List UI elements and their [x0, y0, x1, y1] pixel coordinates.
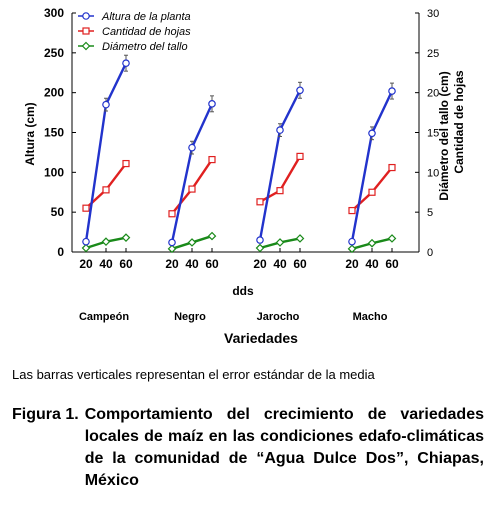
chart-legend: Altura de la planta Cantidad de hojas Diám… — [78, 11, 191, 53]
legend-label: Diámetro del tallo — [102, 41, 188, 53]
data-point — [276, 187, 284, 195]
y-left-tick-label: 50 — [51, 205, 65, 219]
data-point — [208, 100, 216, 108]
x-tick-label: 60 — [205, 257, 219, 271]
data-point — [82, 204, 90, 212]
x-tick-label: 40 — [365, 257, 379, 271]
series-line — [259, 155, 302, 203]
data-point — [388, 163, 396, 172]
figure-caption: Figura 1. Comportamiento del crecimiento… — [12, 404, 484, 492]
data-point — [368, 188, 376, 196]
group-axis-label: Variedades — [224, 330, 298, 346]
data-point — [368, 129, 376, 138]
legend-label: Cantidad de hojas — [102, 26, 191, 38]
y-axis-right-label-diameter: Diámetro del tallo (cm) — [437, 71, 451, 200]
data-point — [207, 231, 217, 241]
data-point — [81, 41, 91, 51]
panel-label: Campeón — [79, 311, 129, 323]
series-line — [170, 103, 214, 243]
x-tick-label: 40 — [185, 257, 199, 271]
chart-ticks: 0 50 100 150 200 250 300 0 5 10 15 20 25 30 20 40 60 Camp… — [44, 6, 439, 323]
data-point — [296, 86, 304, 95]
x-tick-label: 20 — [253, 257, 267, 271]
data-point — [295, 234, 305, 243]
y-left-tick-label: 250 — [44, 46, 64, 60]
y-left-tick-label: 150 — [44, 126, 64, 140]
figure-caption-text: Comportamiento del crecimiento de varied… — [84, 406, 484, 489]
data-point — [275, 238, 285, 247]
data-point — [102, 186, 110, 194]
x-axis-label: dds — [232, 284, 254, 298]
data-point — [122, 159, 130, 168]
data-point — [387, 234, 397, 243]
x-tick-label: 40 — [99, 257, 113, 271]
data-point — [256, 198, 264, 206]
data-point — [296, 152, 304, 160]
error-bar-note: Las barras verticales representan el err… — [12, 367, 375, 382]
data-point — [82, 27, 90, 35]
data-point — [276, 126, 284, 134]
data-point — [348, 237, 356, 246]
x-tick-label: 20 — [345, 257, 359, 271]
data-point — [168, 238, 176, 247]
y-right-tick-label: 5 — [427, 207, 433, 219]
data-point — [167, 244, 177, 254]
x-tick-label: 60 — [293, 257, 307, 271]
data-point — [121, 233, 131, 243]
panel-label: Negro — [174, 311, 206, 323]
y-right-tick-label: 0 — [427, 247, 433, 259]
data-point — [102, 100, 110, 109]
data-point — [208, 155, 216, 164]
y-axis-right-label-leaves: Cantidad de hojas — [452, 70, 466, 174]
y-right-tick-label: 15 — [427, 128, 439, 140]
y-right-tick-label: 10 — [427, 167, 439, 179]
data-point — [187, 238, 197, 247]
y-right-tick-label: 20 — [427, 88, 439, 100]
panel-label: Jarocho — [257, 311, 300, 323]
data-point — [82, 12, 90, 20]
data-point — [101, 237, 111, 246]
panel-label: Macho — [353, 311, 388, 323]
data-point — [347, 244, 357, 254]
legend-label: Altura de la planta — [101, 11, 191, 23]
x-tick-label: 60 — [385, 257, 399, 271]
data-point — [168, 210, 176, 218]
y-left-tick-label: 200 — [44, 86, 64, 100]
series-line — [84, 62, 128, 242]
chart-series — [81, 54, 397, 254]
x-tick-label: 20 — [79, 257, 93, 271]
data-point — [348, 206, 356, 215]
data-point — [122, 59, 130, 67]
x-tick-label: 20 — [165, 257, 179, 271]
data-point — [255, 243, 265, 253]
data-point — [188, 143, 196, 152]
data-point — [388, 87, 396, 95]
y-right-tick-label: 30 — [427, 8, 439, 20]
figure-label: Figura 1. — [12, 406, 79, 423]
data-point — [256, 236, 264, 244]
data-point — [367, 238, 377, 248]
data-point — [81, 243, 91, 253]
series-line — [350, 90, 394, 242]
data-point — [82, 237, 90, 246]
y-axis-left-label: Altura (cm) — [23, 102, 37, 165]
x-tick-label: 60 — [119, 257, 133, 271]
data-point — [188, 185, 196, 193]
y-left-tick-label: 300 — [44, 6, 64, 20]
y-right-tick-label: 25 — [427, 48, 439, 60]
growth-chart: 0 50 100 150 200 250 300 0 5 10 15 20 25 30 20 40 60 Camp… — [23, 6, 466, 346]
x-tick-label: 40 — [273, 257, 287, 271]
y-left-tick-label: 100 — [44, 165, 64, 179]
y-left-tick-label: 0 — [57, 245, 64, 259]
